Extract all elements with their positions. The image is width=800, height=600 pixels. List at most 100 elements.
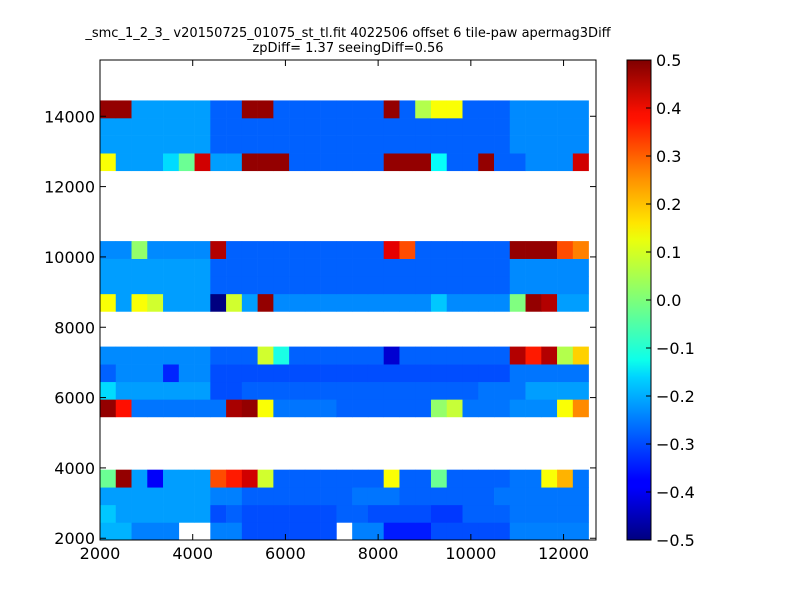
heatmap-cell [336, 276, 353, 295]
heatmap-cell [241, 522, 258, 541]
heatmap-cell [572, 293, 589, 312]
heatmap-cell [336, 487, 353, 506]
heatmap-cell [320, 276, 337, 295]
x-tick-label: 2000 [80, 544, 121, 563]
heatmap-cell [572, 241, 589, 259]
heatmap-cell [115, 100, 132, 119]
heatmap-cell [304, 469, 321, 488]
heatmap-cell [115, 346, 132, 365]
heatmap-cell [446, 399, 463, 418]
heatmap-cell [572, 487, 589, 506]
heatmap-cell [415, 522, 432, 541]
heatmap-cell [210, 381, 227, 400]
heatmap-cell [430, 241, 448, 259]
heatmap-cell [163, 100, 180, 119]
heatmap-cell [494, 504, 511, 523]
heatmap-cell [147, 399, 164, 418]
heatmap-cell [210, 118, 227, 136]
heatmap-cell [178, 381, 195, 400]
heatmap-cell [194, 135, 211, 154]
heatmap-cell [115, 118, 132, 136]
heatmap-cell [541, 487, 558, 506]
heatmap-cell [241, 258, 258, 277]
heatmap-cell [163, 276, 180, 295]
heatmap-cell [241, 241, 258, 259]
heatmap-cell [494, 258, 511, 277]
y-tick-label: 12000 [44, 178, 95, 197]
heatmap-cell [399, 276, 416, 295]
heatmap-cell [226, 118, 243, 136]
heatmap-cell [163, 153, 180, 172]
heatmap-cell [352, 346, 369, 365]
heatmap-cell [336, 118, 353, 136]
heatmap-cell [352, 241, 369, 259]
heatmap-cell [257, 258, 274, 277]
heatmap-cell [273, 153, 290, 172]
chart-title-line1: _smc_1_2_3_ v20150725_01075_st_tl.fit 40… [84, 26, 611, 41]
heatmap-cell [383, 469, 400, 488]
heatmap-cell [115, 381, 132, 400]
heatmap-cell [226, 135, 243, 154]
heatmap-cell [462, 118, 479, 136]
heatmap-cell [415, 100, 432, 119]
heatmap-cell [163, 118, 180, 136]
heatmap-cell [320, 135, 337, 154]
heatmap-cell [194, 364, 211, 383]
heatmap-cell [241, 381, 258, 400]
heatmap-cell [194, 276, 211, 295]
heatmap-cell [446, 276, 463, 295]
heatmap-cell [509, 241, 526, 259]
heatmap-cell [257, 487, 274, 506]
heatmap-cell [273, 118, 290, 136]
heatmap-cell [525, 276, 542, 295]
chart-title-line2: zpDiff= 1.37 seeingDiff=0.56 [252, 41, 443, 56]
plot-area-frame [99, 59, 597, 541]
heatmap-cell [509, 135, 526, 154]
heatmap-cell [100, 135, 117, 154]
heatmap-cell [304, 381, 321, 400]
heatmap-cell [572, 469, 589, 488]
heatmap-cell [131, 399, 148, 418]
heatmap-cell [446, 153, 463, 172]
heatmap-cell [446, 381, 463, 400]
heatmap-cell [241, 135, 258, 154]
heatmap-cell [115, 258, 132, 277]
heatmap-cell [131, 258, 148, 277]
heatmap-cell [557, 346, 574, 365]
colorbar-tick-label: −0.4 [656, 483, 695, 502]
heatmap-cell [100, 399, 117, 418]
x-axis: 2000 4000 6000 8000 10000 12000 [80, 60, 589, 563]
heatmap-cell [115, 504, 132, 523]
heatmap-cell [304, 100, 321, 119]
heatmap-cell [525, 469, 542, 488]
heatmap-cell [494, 293, 511, 312]
heatmap-cell [289, 276, 306, 295]
y-tick-label: 2000 [54, 529, 95, 548]
heatmap-cell [131, 293, 148, 312]
heatmap-cell [336, 469, 353, 488]
heatmap-cell [509, 258, 526, 277]
heatmap-cell [430, 100, 448, 119]
heatmap-cell [352, 118, 369, 136]
heatmap-cell [226, 293, 243, 312]
heatmap-cell [100, 504, 117, 523]
heatmap-cell [241, 100, 258, 119]
heatmap-cell [509, 399, 526, 418]
heatmap-cell [194, 293, 211, 312]
heatmap-cell [304, 293, 321, 312]
heatmap-cell [430, 258, 448, 277]
heatmap-cell [525, 118, 542, 136]
heatmap-cell [194, 241, 211, 259]
heatmap-cell [383, 381, 400, 400]
heatmap-cell [430, 153, 448, 172]
heatmap-cell [131, 469, 148, 488]
heatmap-cell [178, 153, 195, 172]
heatmap-cell [383, 364, 400, 383]
heatmap-cell [163, 364, 180, 383]
heatmap-cell [557, 241, 574, 259]
heatmap-cell [226, 487, 243, 506]
heatmap-cell [163, 522, 180, 541]
heatmap-cell [509, 469, 526, 488]
heatmap-cell [289, 118, 306, 136]
heatmap-cell [352, 504, 369, 523]
